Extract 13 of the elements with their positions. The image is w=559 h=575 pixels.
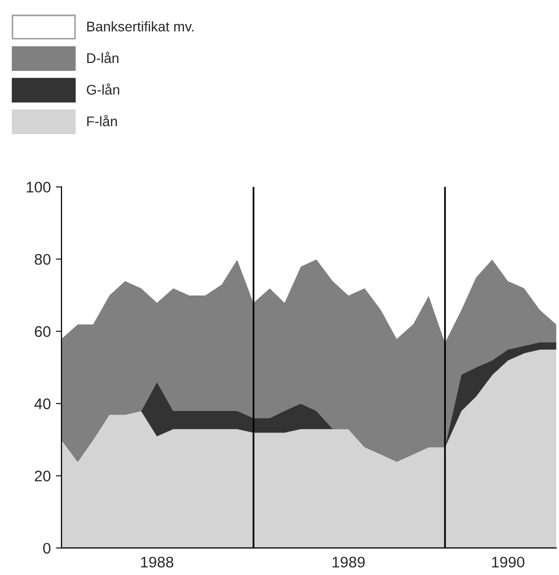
legend-label: F-lån <box>87 114 117 126</box>
legend-label: D-lån <box>87 52 118 64</box>
x-tick-label: 1988 <box>141 556 174 568</box>
legend-label: G-lån <box>86 83 120 95</box>
y-tick-label: 40 <box>34 398 50 410</box>
y-tick-label: 60 <box>34 326 50 337</box>
legend-label: Banksertifikat mv. <box>87 21 194 32</box>
y-tick-label: 100 <box>26 182 50 193</box>
x-tick-label: 1989 <box>332 556 365 568</box>
x-tick-label: 1990 <box>492 556 524 568</box>
y-tick-label: 20 <box>34 470 50 482</box>
y-tick-label: 0 <box>43 542 50 554</box>
y-tick-label: 80 <box>34 254 50 265</box>
